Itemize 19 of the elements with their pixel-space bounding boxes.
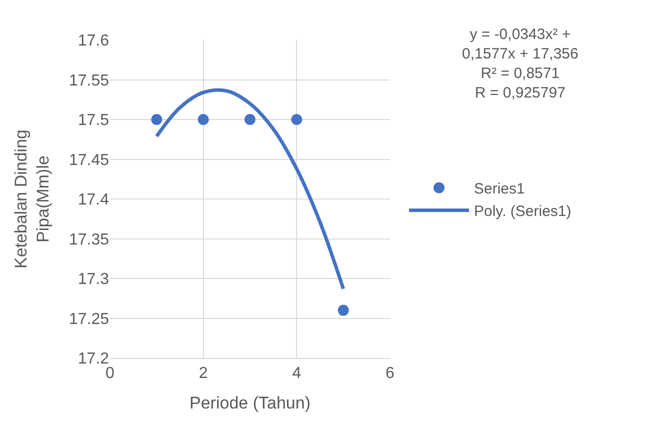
x-tick-label: 0 <box>106 365 115 382</box>
line-series <box>154 88 346 291</box>
text: y = -0,0343x² + 0,1577x + 17,356 R² = 0,8571 R = 0,925797 <box>462 26 578 102</box>
y-axis-title: Ketebalan Dinding Pipa(Mm)le <box>11 130 53 268</box>
y-tick-label: 17.55 <box>68 72 110 90</box>
x-axis-title: Periode (Tahun) <box>190 394 310 413</box>
x-tick-label: 6 <box>386 365 395 382</box>
y-tick-label: 17.3 <box>78 271 110 288</box>
y-tick-label: 17.25 <box>68 310 110 328</box>
legend-label: Series1 <box>474 180 525 198</box>
y-tick-label: 17.35 <box>68 231 110 248</box>
y-tick-label: 17.4 <box>78 192 110 209</box>
y-tick-label: 17.6 <box>78 32 110 50</box>
x-tick-label: 2 <box>198 365 208 382</box>
y-tick-label: 17.5 <box>78 112 110 130</box>
legend-label: Poly. (Series1) <box>474 203 572 220</box>
x-tick-label: 4 <box>292 365 302 382</box>
y-tick-label: 17.45 <box>68 152 110 169</box>
y-tick-label: 17.2 <box>78 350 110 368</box>
